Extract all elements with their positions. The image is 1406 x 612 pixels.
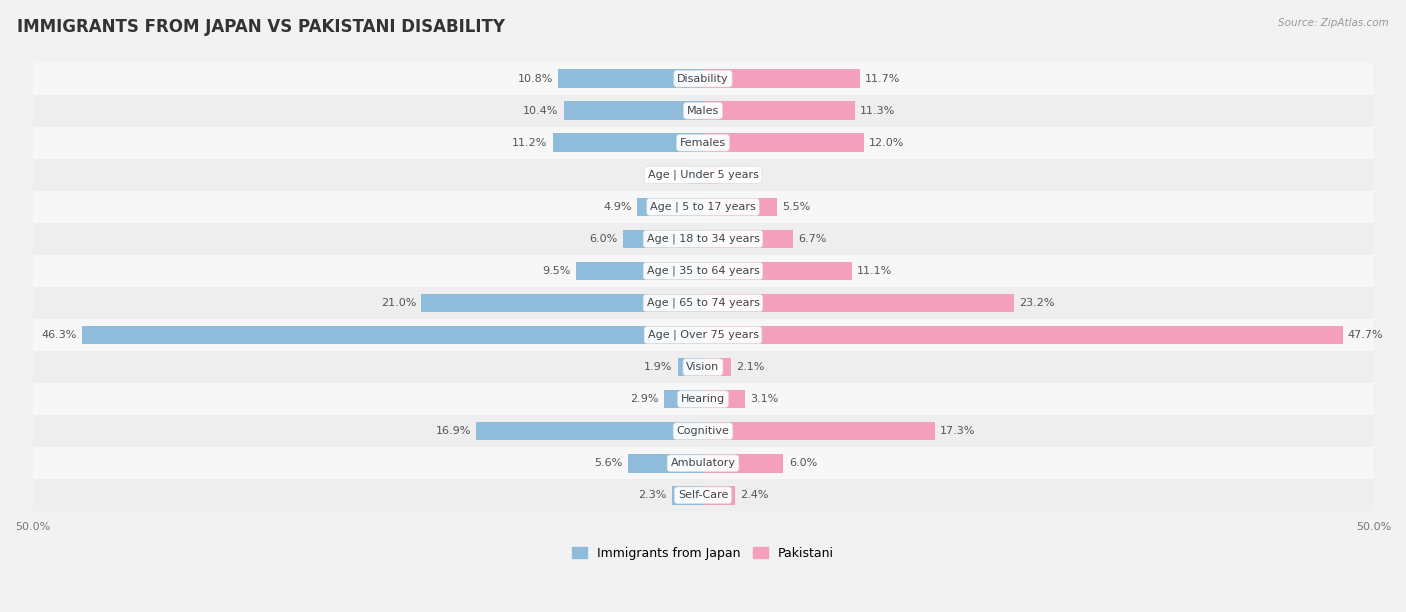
Bar: [637, 198, 703, 216]
Text: 46.3%: 46.3%: [42, 330, 77, 340]
Text: 11.3%: 11.3%: [860, 106, 896, 116]
Text: 2.4%: 2.4%: [741, 490, 769, 500]
Bar: [32, 447, 1374, 479]
Bar: [703, 358, 731, 376]
Text: 6.0%: 6.0%: [589, 234, 617, 244]
Text: Hearing: Hearing: [681, 394, 725, 404]
Bar: [32, 159, 1374, 191]
Text: 6.0%: 6.0%: [789, 458, 817, 468]
Bar: [678, 358, 703, 376]
Bar: [32, 191, 1374, 223]
Text: Disability: Disability: [678, 73, 728, 84]
Text: Females: Females: [681, 138, 725, 147]
Bar: [32, 415, 1374, 447]
Bar: [575, 262, 703, 280]
Text: 1.3%: 1.3%: [725, 170, 754, 180]
Text: Vision: Vision: [686, 362, 720, 372]
Text: 47.7%: 47.7%: [1348, 330, 1384, 340]
Bar: [32, 351, 1374, 383]
Text: 1.1%: 1.1%: [655, 170, 683, 180]
Bar: [703, 326, 1343, 345]
Text: 2.9%: 2.9%: [630, 394, 659, 404]
Bar: [703, 262, 852, 280]
Text: 17.3%: 17.3%: [941, 426, 976, 436]
Text: Age | Under 5 years: Age | Under 5 years: [648, 170, 758, 180]
Bar: [82, 326, 703, 345]
Bar: [628, 454, 703, 472]
Text: 1.9%: 1.9%: [644, 362, 672, 372]
Text: 16.9%: 16.9%: [436, 426, 471, 436]
Text: 2.1%: 2.1%: [737, 362, 765, 372]
Text: Cognitive: Cognitive: [676, 426, 730, 436]
Text: 11.2%: 11.2%: [512, 138, 547, 147]
Bar: [32, 95, 1374, 127]
Text: Age | 18 to 34 years: Age | 18 to 34 years: [647, 234, 759, 244]
Bar: [664, 390, 703, 408]
Bar: [703, 102, 855, 120]
Legend: Immigrants from Japan, Pakistani: Immigrants from Japan, Pakistani: [567, 542, 839, 565]
Bar: [32, 223, 1374, 255]
Text: Source: ZipAtlas.com: Source: ZipAtlas.com: [1278, 18, 1389, 28]
Bar: [703, 422, 935, 441]
Bar: [623, 230, 703, 248]
Bar: [553, 133, 703, 152]
Text: 5.6%: 5.6%: [595, 458, 623, 468]
Bar: [558, 69, 703, 88]
Bar: [32, 255, 1374, 287]
Text: 4.9%: 4.9%: [603, 202, 631, 212]
Bar: [32, 287, 1374, 319]
Bar: [477, 422, 703, 441]
Text: 5.5%: 5.5%: [782, 202, 810, 212]
Text: Age | 5 to 17 years: Age | 5 to 17 years: [650, 201, 756, 212]
Text: 21.0%: 21.0%: [381, 298, 416, 308]
Bar: [703, 198, 776, 216]
Text: Ambulatory: Ambulatory: [671, 458, 735, 468]
Text: 10.8%: 10.8%: [517, 73, 553, 84]
Text: Males: Males: [688, 106, 718, 116]
Text: 11.1%: 11.1%: [858, 266, 893, 276]
Bar: [689, 165, 703, 184]
Text: 3.1%: 3.1%: [749, 394, 778, 404]
Text: 10.4%: 10.4%: [523, 106, 558, 116]
Text: Age | 35 to 64 years: Age | 35 to 64 years: [647, 266, 759, 276]
Bar: [422, 294, 703, 312]
Bar: [32, 479, 1374, 511]
Bar: [703, 454, 783, 472]
Text: Age | 65 to 74 years: Age | 65 to 74 years: [647, 298, 759, 308]
Text: 2.3%: 2.3%: [638, 490, 666, 500]
Bar: [32, 127, 1374, 159]
Text: IMMIGRANTS FROM JAPAN VS PAKISTANI DISABILITY: IMMIGRANTS FROM JAPAN VS PAKISTANI DISAB…: [17, 18, 505, 36]
Bar: [703, 165, 720, 184]
Bar: [703, 133, 863, 152]
Text: 11.7%: 11.7%: [865, 73, 901, 84]
Text: Self-Care: Self-Care: [678, 490, 728, 500]
Bar: [703, 486, 735, 504]
Text: Age | Over 75 years: Age | Over 75 years: [648, 330, 758, 340]
Text: 9.5%: 9.5%: [541, 266, 571, 276]
Text: 23.2%: 23.2%: [1019, 298, 1054, 308]
Bar: [32, 62, 1374, 95]
Text: 6.7%: 6.7%: [799, 234, 827, 244]
Bar: [703, 69, 860, 88]
Bar: [703, 294, 1014, 312]
Bar: [703, 390, 745, 408]
Text: 12.0%: 12.0%: [869, 138, 904, 147]
Bar: [564, 102, 703, 120]
Bar: [32, 319, 1374, 351]
Bar: [32, 383, 1374, 415]
Bar: [672, 486, 703, 504]
Bar: [703, 230, 793, 248]
